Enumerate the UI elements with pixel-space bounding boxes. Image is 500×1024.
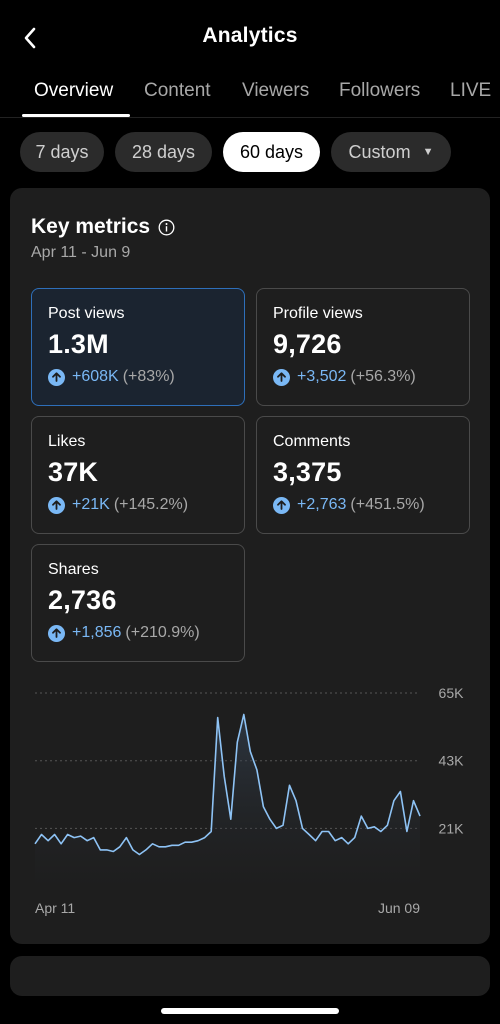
metric-delta-value: +21K — [72, 496, 110, 513]
key-metrics-card: Key metrics Apr 11 - Jun 9 Post views 1.… — [10, 188, 490, 944]
metric-likes[interactable]: Likes 37K +21K (+145.2%) — [31, 416, 245, 534]
key-metrics-title: Key metrics — [31, 215, 151, 238]
metric-profile-views[interactable]: Profile views 9,726 +3,502 (+56.3%) — [256, 288, 470, 406]
metric-label: Profile views — [273, 305, 363, 322]
metric-shares[interactable]: Shares 2,736 +1,856 (+210.9%) — [31, 544, 245, 662]
arrow-up-icon — [48, 496, 65, 514]
metric-value: 37K — [48, 457, 99, 487]
metric-value: 1.3M — [48, 329, 109, 359]
metric-delta: +1,856 (+210.9%) — [48, 624, 244, 642]
arrow-up-icon — [273, 496, 290, 514]
post-views-chart[interactable]: 65K 43K 21K Apr 11 Jun 09 — [10, 188, 490, 944]
x-start-label: Apr 11 — [35, 900, 75, 916]
metric-delta-percent: (+83%) — [122, 368, 175, 385]
metric-value: 9,726 — [273, 329, 342, 359]
home-indicator — [161, 1008, 339, 1014]
y-tick-label: 65K — [439, 685, 465, 701]
range-28-days-label: 28 days — [131, 141, 196, 162]
metric-delta-value: +2,763 — [297, 496, 347, 513]
metric-delta: +608K (+83%) — [48, 368, 244, 386]
chart-series-line — [34, 713, 421, 856]
date-range-text: Apr 11 - Jun 9 — [31, 244, 131, 261]
arrow-up-icon — [48, 624, 65, 642]
range-60-days-chip[interactable]: 60 days — [223, 132, 320, 172]
metric-post-views[interactable]: Post views 1.3M +608K (+83%) — [31, 288, 245, 406]
y-tick-label: 43K — [439, 753, 465, 769]
arrow-up-icon — [273, 368, 290, 386]
metric-delta-percent: (+210.9%) — [125, 624, 200, 641]
metric-delta-percent: (+56.3%) — [350, 368, 416, 385]
key-metrics-heading: Key metrics — [31, 215, 175, 239]
metric-delta-value: +1,856 — [72, 624, 122, 641]
range-7-days-label: 7 days — [35, 141, 89, 162]
metric-value: 3,375 — [273, 457, 342, 487]
tab-overview[interactable]: Overview — [34, 80, 114, 101]
info-icon[interactable] — [158, 219, 175, 236]
tab-live[interactable]: LIVE — [450, 80, 492, 101]
metric-comments[interactable]: Comments 3,375 +2,763 (+451.5%) — [256, 416, 470, 534]
metric-delta-percent: (+145.2%) — [113, 496, 189, 513]
caret-down-icon: ▼ — [422, 146, 434, 158]
metric-label: Comments — [273, 433, 351, 450]
tab-bar: Overview Content Viewers Followers LIVE — [0, 76, 500, 118]
page-title: Analytics — [202, 24, 298, 47]
x-end-label: Jun 09 — [378, 900, 420, 916]
tab-content[interactable]: Content — [144, 80, 211, 101]
metric-delta: +2,763 (+451.5%) — [273, 496, 469, 514]
y-tick-label: 21K — [439, 820, 465, 836]
header: Analytics — [0, 0, 500, 76]
range-custom-dropdown[interactable]: Custom ▼ — [331, 132, 451, 172]
metric-value: 2,736 — [48, 585, 117, 615]
metric-label: Shares — [48, 561, 99, 578]
range-60-days-label: 60 days — [239, 141, 304, 162]
back-button[interactable] — [16, 24, 44, 52]
metric-label: Likes — [48, 433, 86, 450]
next-section-card — [10, 956, 490, 996]
tab-followers[interactable]: Followers — [339, 80, 421, 101]
chart-area-fill — [35, 714, 420, 893]
metric-delta-percent: (+451.5%) — [350, 496, 425, 513]
chevron-left-icon[interactable] — [22, 26, 38, 50]
metric-delta: +21K (+145.2%) — [48, 496, 244, 514]
metric-delta: +3,502 (+56.3%) — [273, 368, 469, 386]
metric-label: Post views — [48, 305, 125, 322]
range-custom-label: Custom — [348, 141, 411, 162]
metric-delta-value: +608K — [72, 368, 119, 385]
range-7-days-chip[interactable]: 7 days — [20, 132, 104, 172]
arrow-up-icon — [48, 368, 65, 386]
metric-delta-value: +3,502 — [297, 368, 347, 385]
range-28-days-chip[interactable]: 28 days — [115, 132, 212, 172]
tab-viewers[interactable]: Viewers — [242, 80, 310, 101]
active-tab-indicator — [22, 114, 130, 117]
